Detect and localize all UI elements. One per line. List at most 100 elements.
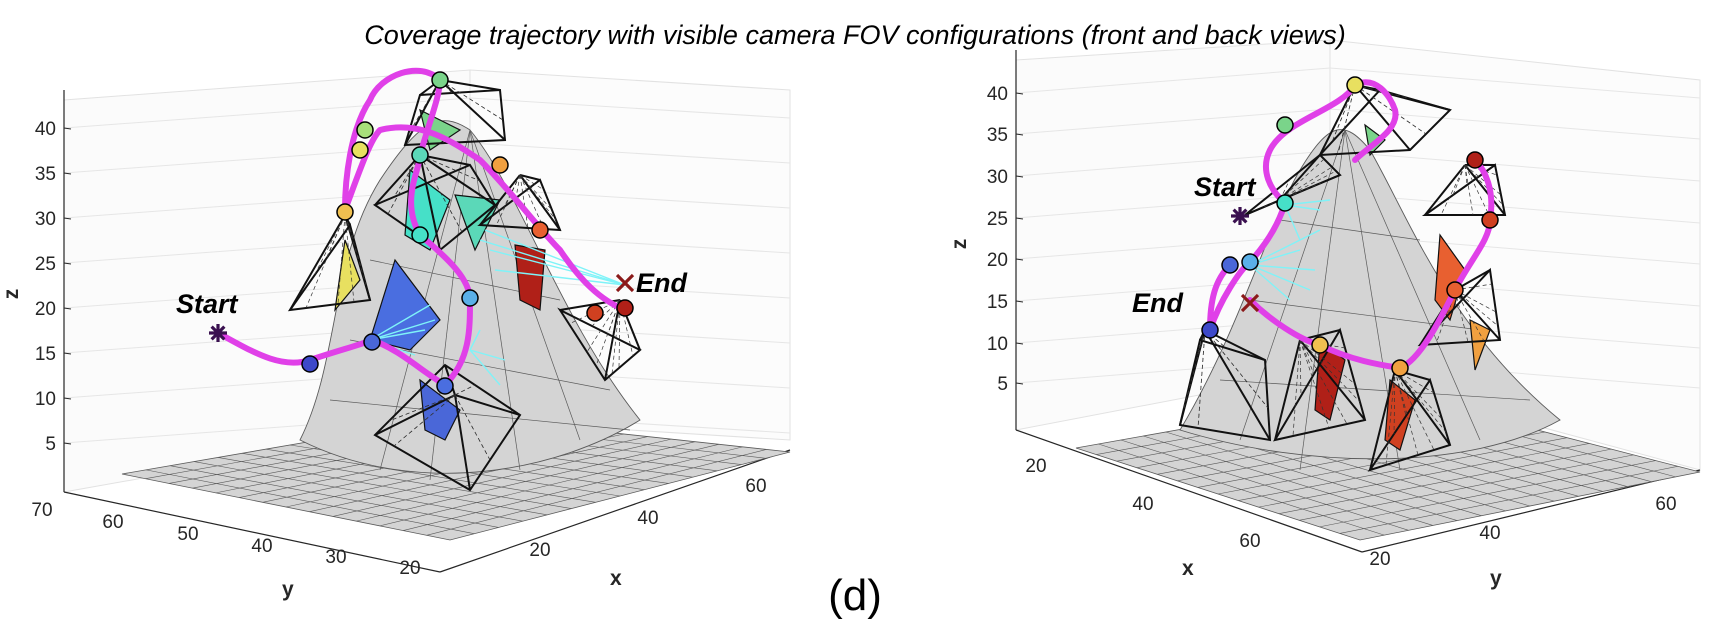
frustum-edge xyxy=(439,79,501,91)
frustum-ray xyxy=(344,214,355,241)
frustum-edge xyxy=(454,394,521,416)
frustum-ray xyxy=(1454,289,1485,342)
frustum-ray xyxy=(1299,339,1302,397)
grid-line xyxy=(1015,67,1331,94)
end-marker xyxy=(615,273,635,293)
sensing-ray xyxy=(469,329,481,351)
grid-line xyxy=(469,97,791,119)
frustum-ray xyxy=(618,299,621,369)
end-marker-stroke xyxy=(1240,293,1260,313)
waypoint-marker xyxy=(1241,253,1259,271)
surface-mesh-ridge xyxy=(1299,129,1346,471)
z-tick-label: 30 xyxy=(35,209,56,230)
camera-frustum xyxy=(1367,369,1452,472)
surface-mesh-line xyxy=(1299,454,1634,521)
waypoint-marker xyxy=(351,141,369,159)
back-end-label: End xyxy=(1132,288,1184,318)
back-view-axes: 5 10 15 20 25 30 35 40 20 40 60 20 40 60 xyxy=(987,39,1701,570)
back-x-axis-label: x xyxy=(1182,557,1194,580)
frustum-ray xyxy=(1279,158,1325,201)
frustum-ray xyxy=(1385,369,1396,466)
z-tick xyxy=(63,442,72,445)
surface-mesh-line xyxy=(1278,448,1612,515)
frustum-ray xyxy=(454,384,476,396)
frustum-ray xyxy=(1464,164,1490,216)
z-tick-label: 15 xyxy=(35,344,56,365)
z-tick xyxy=(1015,217,1024,220)
back-start-label: Start xyxy=(1194,172,1257,202)
floor-left-tick-label: 30 xyxy=(325,547,346,568)
frustum-ray xyxy=(1299,339,1348,425)
frustum-edge xyxy=(479,174,521,226)
frustum-edge xyxy=(519,174,541,181)
waypoint-marker xyxy=(1221,256,1239,274)
frustum-ray xyxy=(1394,369,1419,456)
z-tick-label: 15 xyxy=(987,292,1008,313)
frustum-edge xyxy=(1369,369,1396,471)
surface-mesh-line xyxy=(1339,465,1678,534)
frustum-ray xyxy=(515,174,521,199)
grid-line xyxy=(1015,150,1331,177)
floor-left-tick-label: 40 xyxy=(1132,494,1153,515)
sensing-ray xyxy=(479,239,626,286)
frustum-base xyxy=(1367,377,1452,472)
z-tick-label: 40 xyxy=(35,119,56,140)
front-z-axis-label: z xyxy=(0,289,23,300)
frustum-edge xyxy=(404,79,441,146)
frustum-ray xyxy=(1394,369,1447,433)
covered-patch xyxy=(334,239,361,313)
chart-title: Coverage trajectory with visible camera … xyxy=(364,20,1345,50)
floor-left-tick-label: 60 xyxy=(1239,531,1260,552)
z-tick-label: 10 xyxy=(987,334,1008,355)
floor-right-tick-label: 40 xyxy=(1479,523,1500,544)
camera-frustum xyxy=(1421,163,1507,216)
frustum-ray xyxy=(607,299,621,335)
grid-line xyxy=(1329,67,1701,99)
frustum-edge xyxy=(454,394,471,491)
frustum-ray xyxy=(325,214,346,260)
front-x-axis-label: x xyxy=(610,567,622,590)
sensing-ray xyxy=(469,349,501,386)
covered-patch xyxy=(514,244,546,311)
panel-label: (d) xyxy=(828,571,882,620)
surface-mesh-line xyxy=(356,441,696,522)
z-tick xyxy=(1015,300,1024,303)
frustum-edge xyxy=(439,79,506,141)
frustum-ray xyxy=(344,214,367,286)
frustum-ray xyxy=(1393,369,1396,435)
frustum-ray xyxy=(419,154,463,233)
sensing-ray xyxy=(1249,264,1316,271)
waypoint-marker xyxy=(1391,359,1409,377)
floor-right-tick-label: 20 xyxy=(529,540,550,561)
floor-left-tick-label: 20 xyxy=(1025,456,1046,477)
z-tick-label: 20 xyxy=(987,250,1008,271)
surface-mesh-line xyxy=(1238,437,1568,501)
grid-line xyxy=(469,142,791,164)
frustum-ray xyxy=(1292,339,1301,437)
frustum-edge xyxy=(1424,164,1466,216)
frustum-ray xyxy=(591,299,621,327)
frustum-edge xyxy=(419,154,441,251)
start-marker xyxy=(1231,207,1249,225)
frustum-ray xyxy=(519,174,545,230)
frustum-edge xyxy=(374,394,456,436)
camera-frustum xyxy=(1244,153,1342,216)
frustum-ray xyxy=(519,174,557,221)
frustum-ray xyxy=(1337,84,1356,155)
frustum-base xyxy=(1272,327,1367,442)
covered-patch xyxy=(369,258,441,351)
camera-frustum xyxy=(557,299,642,382)
frustum-ray xyxy=(1447,289,1456,316)
frustum-edge xyxy=(519,174,561,231)
frustum-ray xyxy=(419,154,481,182)
sensing-ray xyxy=(469,349,506,361)
waypoint-marker xyxy=(363,333,381,351)
floor-left-tick-label: 20 xyxy=(399,558,420,579)
z-tick-label: 25 xyxy=(35,254,56,275)
frustum-ray xyxy=(519,174,545,191)
z-tick-label: 25 xyxy=(987,209,1008,230)
floor-right-tick-label: 60 xyxy=(1655,494,1676,515)
frustum-edge xyxy=(1279,154,1321,201)
frustum-base xyxy=(1244,153,1342,216)
frustum-edge xyxy=(1204,329,1271,441)
